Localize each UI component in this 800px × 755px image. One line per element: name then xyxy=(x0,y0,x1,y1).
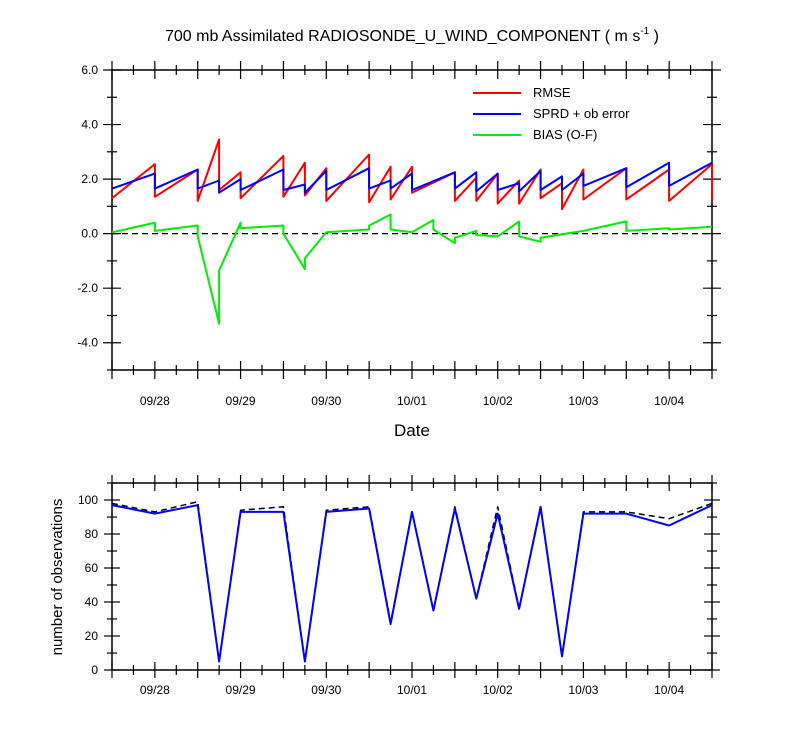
bottom-y-tick-label: 0 xyxy=(91,663,98,677)
chart-title-tail: ) xyxy=(649,28,659,45)
bottom-y-tick-label: 40 xyxy=(85,595,99,609)
top-y-tick-label: 2.0 xyxy=(81,172,98,186)
top-series-line-bias-o-f xyxy=(111,213,713,325)
top-y-tick-label: 4.0 xyxy=(81,118,98,132)
top-x-tick-label: 10/03 xyxy=(568,394,598,408)
bottom-x-tick-label: 09/29 xyxy=(226,683,256,697)
chart-title: 700 mb Assimilated RADIOSONDE_U_WIND_COM… xyxy=(165,26,659,45)
bottom-x-tick-label: 10/04 xyxy=(654,683,684,697)
bottom-y-tick-label: 60 xyxy=(85,561,99,575)
bottom-x-tick-label: 09/30 xyxy=(311,683,341,697)
top-x-tick-label: 10/01 xyxy=(397,394,427,408)
top-x-axis-title: Date xyxy=(394,421,430,440)
legend-label: BIAS (O-F) xyxy=(533,127,597,142)
bottom-x-tick-label: 10/01 xyxy=(397,683,427,697)
legend-label: RMSE xyxy=(533,85,571,100)
bottom-x-tick-label: 10/03 xyxy=(568,683,598,697)
legend-label: SPRD + ob error xyxy=(533,106,630,121)
bottom-y-axis-title: number of observations xyxy=(49,499,66,656)
top-y-tick-label: -2.0 xyxy=(77,281,98,295)
bottom-y-tick-label: 20 xyxy=(85,629,99,643)
top-x-tick-label: 10/04 xyxy=(654,394,684,408)
top-y-tick-label: 6.0 xyxy=(81,63,98,77)
bottom-panel: 100 80 60 40 20 0 09/28 09/29 09/30 10/01 10/02 10/… xyxy=(78,475,720,697)
top-panel: 6.0 4.0 2.0 0.0 -2.0 -4.0 09/28 09/29 09/30 10/01… xyxy=(77,61,721,408)
bottom-x-tick-label: 09/28 xyxy=(140,683,170,697)
bottom-y-tick-label: 100 xyxy=(78,493,98,507)
bottom-series-line-observations-possible xyxy=(111,500,713,663)
top-y-tick-label: -4.0 xyxy=(77,336,98,350)
bottom-x-tick-label: 10/02 xyxy=(483,683,513,697)
top-series-line-sprd-ob-error xyxy=(111,161,713,194)
chart-title-exponent: -1 xyxy=(640,26,649,37)
top-x-tick-label: 10/02 xyxy=(483,394,513,408)
bottom-series-line-observations-used xyxy=(111,504,713,663)
chart-title-main: 700 mb Assimilated RADIOSONDE_U_WIND_COM… xyxy=(165,28,640,45)
top-x-tick-label: 09/28 xyxy=(140,394,170,408)
top-x-tick-label: 09/30 xyxy=(311,394,341,408)
top-y-tick-label: 0.0 xyxy=(81,227,98,241)
top-x-tick-label: 09/29 xyxy=(226,394,256,408)
bottom-y-tick-label: 80 xyxy=(85,527,99,541)
